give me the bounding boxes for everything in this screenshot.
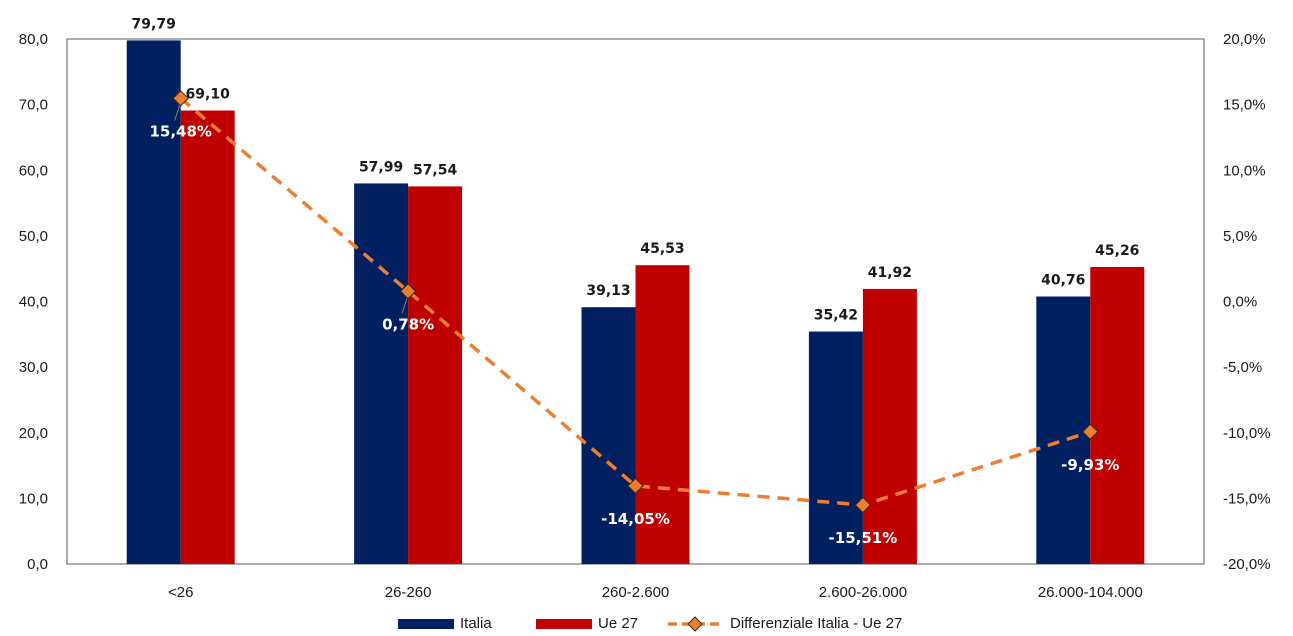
y-left-tick-label: 50,0	[19, 228, 48, 245]
differenziale-line	[179, 96, 1091, 507]
y-left-tick-label: 10,0	[19, 490, 48, 507]
legend-label-italia: Italia	[460, 615, 492, 632]
data-label-differenziale: -15,51%	[829, 529, 898, 547]
y-right-tick-label: 10,0%	[1223, 162, 1266, 179]
y-left-tick-label: 30,0	[19, 359, 48, 376]
data-label-ue27: 41,92	[868, 265, 912, 281]
data-label-ue27: 69,10	[186, 87, 231, 103]
differenziale-marker	[1082, 423, 1099, 441]
bar-italia	[354, 183, 409, 565]
data-label-differenziale: -14,05%	[601, 510, 670, 528]
bar-ue27	[862, 288, 917, 564]
differenziale-marker	[172, 90, 189, 107]
y-right-tick-label: -5,0%	[1223, 359, 1262, 376]
y-right-tick-label: 20,0%	[1223, 31, 1266, 48]
legend-label-differenziale: Differenziale Italia - Ue 27	[730, 615, 902, 632]
y-left-tick-label: 0,0	[27, 556, 48, 573]
legend-label-ue27: Ue 27	[598, 615, 638, 632]
legend-swatch-differenziale-marker	[687, 616, 703, 632]
data-label-italia: 35,42	[814, 308, 858, 324]
x-category-label: 26.000-104.000	[1038, 584, 1143, 601]
bar-ue27	[1090, 266, 1145, 564]
y-right-tick-label: -15,0%	[1223, 490, 1271, 507]
data-label-ue27: 57,54	[413, 162, 458, 178]
y-left-tick-label: 70,0	[19, 97, 48, 114]
y-right-tick-label: -10,0%	[1223, 425, 1271, 442]
legend-swatch-ue27	[536, 619, 592, 629]
y-right-tick-label: 15,0%	[1223, 97, 1266, 114]
bar-ue27	[408, 186, 463, 565]
data-label-italia: 39,13	[586, 283, 630, 299]
legend-swatch-italia	[398, 619, 454, 629]
differenziale-marker	[627, 477, 644, 495]
y-right-tick-label: 5,0%	[1223, 228, 1257, 245]
data-label-italia: 57,99	[359, 159, 403, 175]
data-label-italia: 79,79	[132, 16, 176, 32]
data-label-differenziale: 0,78%	[382, 315, 434, 333]
data-label-differenziale: -9,93%	[1061, 456, 1119, 474]
data-label-differenziale: 15,48%	[149, 122, 211, 140]
x-category-label: 26-260	[385, 584, 432, 601]
y-left-tick-label: 40,0	[19, 294, 48, 311]
bar-ue27	[180, 110, 235, 564]
y-left-tick-label: 80,0	[19, 31, 48, 48]
data-label-italia: 40,76	[1041, 273, 1085, 289]
y-right-tick-label: 0,0%	[1223, 294, 1257, 311]
x-category-label: 260-2.600	[602, 584, 670, 601]
bar-italia	[581, 307, 636, 564]
x-category-label: 2.600-26.000	[819, 584, 907, 601]
bar-italia	[126, 40, 181, 565]
y-left-tick-label: 20,0	[19, 425, 48, 442]
y-right-tick-label: -20,0%	[1223, 556, 1271, 573]
y-left-tick-label: 60,0	[19, 162, 48, 179]
differenziale-marker	[399, 283, 417, 300]
bar-italia	[1036, 296, 1091, 564]
bar-italia	[808, 331, 863, 564]
data-label-ue27: 45,53	[640, 241, 684, 257]
data-label-ue27: 45,26	[1095, 243, 1139, 259]
bar-ue27	[635, 265, 690, 564]
x-category-label: <26	[168, 584, 193, 601]
differenziale-marker	[854, 496, 872, 514]
